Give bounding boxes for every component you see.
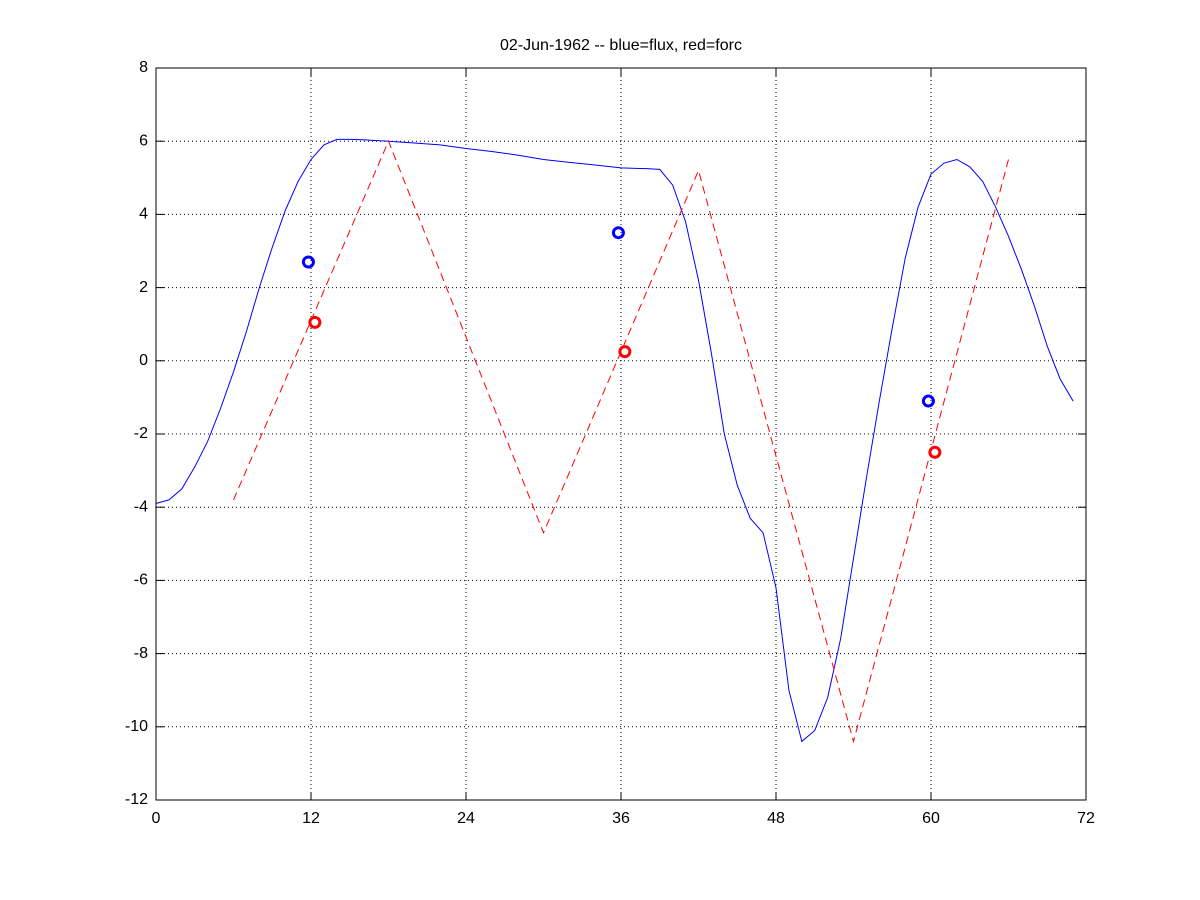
- marker: [301, 255, 315, 269]
- x-tick-label: 12: [302, 810, 320, 827]
- x-tick-label: 60: [922, 810, 940, 827]
- y-tick-label: -12: [125, 791, 148, 808]
- x-tick-label: 0: [152, 810, 161, 827]
- y-tick-label: -2: [134, 425, 148, 442]
- y-tick-label: 0: [139, 352, 148, 369]
- x-tick-label: 48: [767, 810, 785, 827]
- marker: [921, 394, 935, 408]
- x-tick-label: 24: [457, 810, 475, 827]
- y-tick-label: -6: [134, 572, 148, 589]
- y-tick-label: 4: [139, 206, 148, 223]
- marker: [308, 315, 322, 329]
- marker: [618, 345, 632, 359]
- marker: [611, 226, 625, 240]
- y-tick-label: 6: [139, 132, 148, 149]
- y-tick-label: 8: [139, 59, 148, 76]
- y-tick-label: 2: [139, 279, 148, 296]
- data-line: [155, 138, 1074, 743]
- x-tick-label: 36: [612, 810, 630, 827]
- y-tick-label: -10: [125, 718, 148, 735]
- plot-frame: [155, 67, 1087, 801]
- x-tick-label: 72: [1077, 810, 1095, 827]
- chart-title: 02-Jun-1962 -- blue=flux, red=forc: [500, 37, 742, 54]
- marker: [928, 445, 942, 459]
- y-tick-label: -4: [134, 498, 148, 515]
- y-tick-label: -8: [134, 645, 148, 662]
